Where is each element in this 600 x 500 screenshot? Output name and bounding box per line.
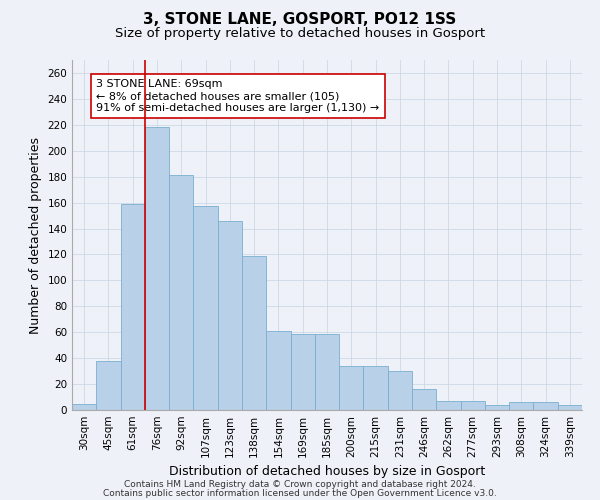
Bar (96, 360, 121, 410)
Text: 3 STONE LANE: 69sqm
← 8% of detached houses are smaller (105)
91% of semi-detach: 3 STONE LANE: 69sqm ← 8% of detached hou… (96, 80, 380, 112)
Bar (169, 176, 193, 410)
Bar (145, 128, 169, 410)
Text: 3, STONE LANE, GOSPORT, PO12 1SS: 3, STONE LANE, GOSPORT, PO12 1SS (143, 12, 457, 28)
Bar (242, 256, 266, 410)
X-axis label: Distribution of detached houses by size in Gosport: Distribution of detached houses by size … (169, 466, 485, 478)
Text: Size of property relative to detached houses in Gosport: Size of property relative to detached ho… (115, 28, 485, 40)
Y-axis label: Number of detached properties: Number of detached properties (29, 136, 42, 334)
Bar (461, 401, 485, 410)
Bar (339, 366, 364, 410)
Bar (558, 405, 582, 410)
Bar (388, 371, 412, 410)
Bar (485, 405, 509, 410)
Bar (218, 220, 242, 410)
Bar (364, 366, 388, 410)
Bar (436, 401, 461, 410)
Text: Contains public sector information licensed under the Open Government Licence v3: Contains public sector information licen… (103, 488, 497, 498)
Bar (72, 404, 96, 410)
Bar (533, 402, 558, 410)
Text: Contains HM Land Registry data © Crown copyright and database right 2024.: Contains HM Land Registry data © Crown c… (124, 480, 476, 489)
Bar (315, 334, 339, 410)
Bar (193, 206, 218, 410)
Bar (266, 331, 290, 410)
Bar (121, 204, 145, 410)
Bar (290, 334, 315, 410)
Bar (412, 390, 436, 410)
Bar (509, 402, 533, 410)
